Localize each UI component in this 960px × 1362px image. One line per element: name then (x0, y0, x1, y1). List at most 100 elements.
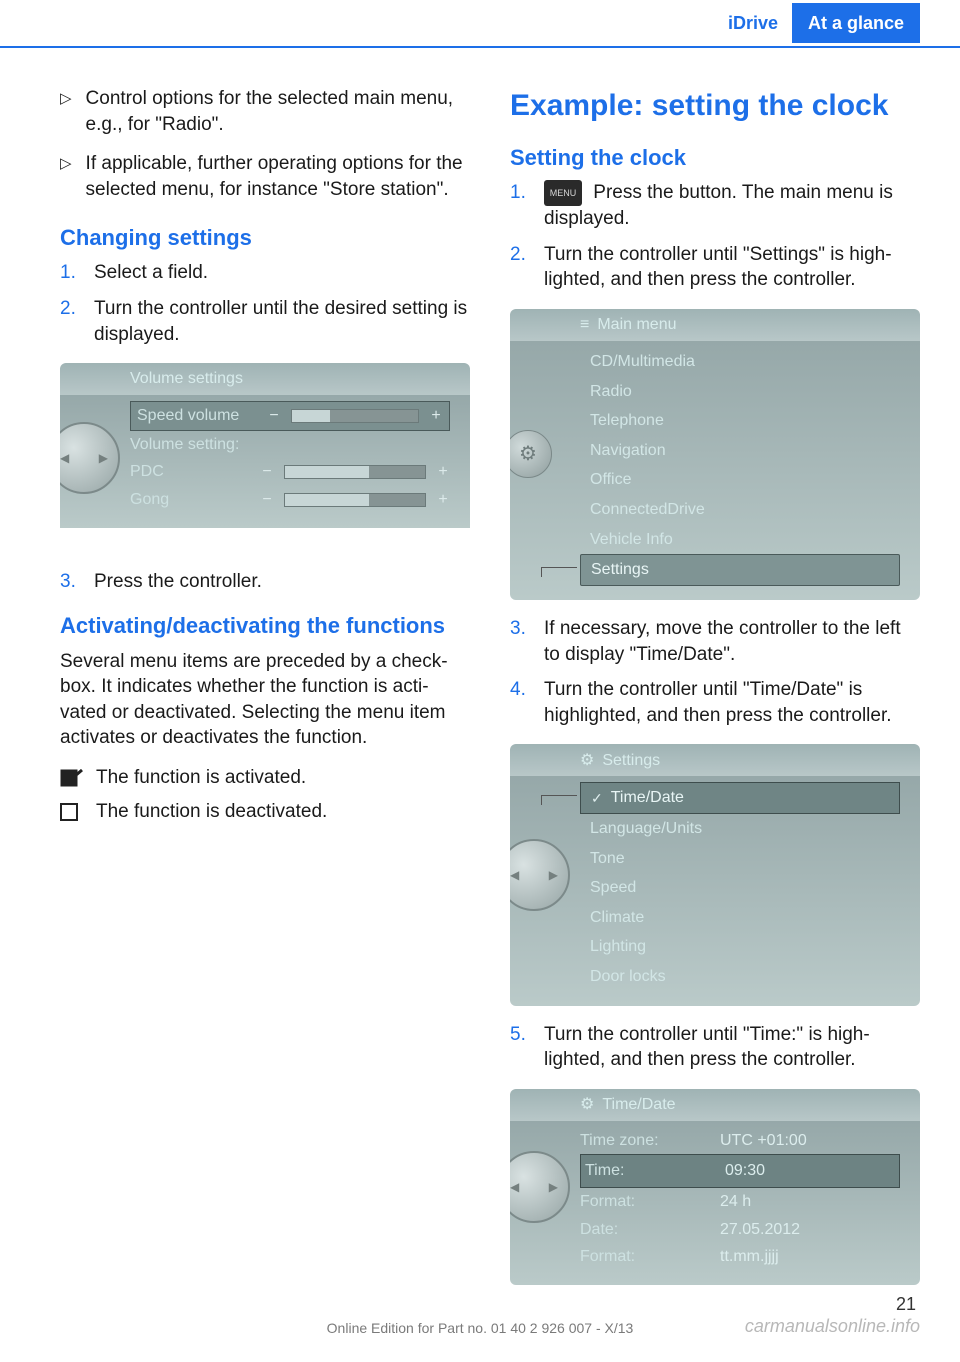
kv-key: Time: (581, 1158, 721, 1184)
screen-body: Speed volume − + Volume setting: PDC − +… (60, 395, 470, 527)
step-number: 4. (510, 677, 530, 728)
header-section: iDrive (728, 11, 778, 35)
menu-item-highlighted: ✓Time/Date (580, 782, 900, 814)
step-text: Turn the controller until "Time:" is hig… (544, 1022, 920, 1073)
minus-icon: − (267, 405, 281, 427)
menu-item: Door locks (580, 962, 900, 992)
main-menu-list: CD/Multimedia Radio Telephone Navigation… (580, 347, 900, 586)
step-item: 2.Turn the controller until "Settings" i… (510, 242, 920, 293)
screen-body: ✓Time/Date Language/Units Tone Speed Cli… (510, 776, 920, 1005)
step-text: Select a field. (94, 260, 208, 286)
slider-bar (284, 493, 426, 507)
menu-item: Language/Units (580, 814, 900, 844)
step-number: 2. (510, 242, 530, 293)
menu-item: CD/Multimedia (580, 347, 900, 377)
menu-item-text: Time/Date (611, 787, 684, 809)
plus-icon: + (429, 405, 443, 427)
menu-item: Climate (580, 903, 900, 933)
step-number: 3. (60, 569, 80, 595)
menu-icon: ≡ (580, 314, 589, 336)
screen-body: Time zone:UTC +01:00 Time:09:30 Format:2… (510, 1121, 920, 1285)
bullet-item: Control options for the selected main me… (60, 86, 470, 137)
step-number: 3. (510, 616, 530, 667)
kv-value: UTC +01:00 (720, 1130, 900, 1152)
step-item: 2. Turn the controller until the desired … (60, 296, 470, 347)
gear-small-icon: ⚙ (580, 750, 594, 772)
kv-value: tt.mm.jjjj (720, 1246, 900, 1268)
intro-bullets: Control options for the selected main me… (60, 86, 470, 203)
step1-suffix: Press the button. The main menu is displ… (544, 182, 893, 229)
kv-value: 27.05.2012 (720, 1219, 900, 1241)
page-header: iDrive At a glance (0, 0, 960, 48)
slider-label: PDC (130, 461, 250, 483)
settings-list: ✓Time/Date Language/Units Tone Speed Cli… (580, 782, 900, 991)
screen-title-text: Main menu (597, 314, 676, 336)
activated-row: The function is activated. (60, 765, 470, 791)
step-number: 1. (60, 260, 80, 286)
step-text: Turn the controller until the desired se… (94, 296, 470, 347)
checkbox-empty-icon (60, 803, 84, 821)
activating-paragraph: Several menu items are preceded by a che… (60, 649, 470, 752)
screen-title-text: Settings (602, 750, 660, 772)
gear-small-icon: ⚙ (580, 1094, 594, 1116)
step-text: MENU Press the button. The main menu is … (544, 180, 920, 232)
menu-item-highlighted: Settings (580, 554, 900, 586)
callout-line-icon (541, 795, 577, 805)
screen-title: ⚙ Time/Date (510, 1089, 920, 1121)
menu-item: Tone (580, 844, 900, 874)
menu-item: Speed (580, 873, 900, 903)
bullet-text: If applicable, further operating options… (86, 151, 470, 202)
step-item: 1. Select a field. (60, 260, 470, 286)
idrive-volume-settings: Volume settings Speed volume − + Volume … (60, 363, 470, 553)
minus-icon: − (260, 461, 274, 483)
step-item: 3. Press the controller. (60, 569, 470, 595)
step-number: 5. (510, 1022, 530, 1073)
screen-title: Volume settings (60, 363, 470, 395)
kv-key: Time zone: (580, 1130, 720, 1152)
screen-title: ≡ Main menu (510, 309, 920, 341)
kv-row: Date:27.05.2012 (580, 1216, 900, 1244)
heading-setting-clock: Setting the clock (510, 143, 920, 173)
setting-label-row: Volume setting: (130, 431, 450, 459)
changing-step3: 3. Press the controller. (60, 569, 470, 595)
right-column: Example: setting the clock Setting the c… (510, 86, 920, 1301)
slider-row: PDC − + (130, 458, 450, 486)
slider-label: Volume setting: (130, 434, 250, 456)
plus-icon: + (436, 489, 450, 511)
step-text: Turn the controller until "Time/Date" is… (544, 677, 920, 728)
kv-row: Format:tt.mm.jjjj (580, 1243, 900, 1271)
idrive-settings-menu: ⚙ Settings ✓Time/Date Language/Units Ton… (510, 744, 920, 1005)
kv-value: 24 h (720, 1191, 900, 1213)
step-item: 4. Turn the controller until "Time/Date" … (510, 677, 920, 728)
menu-item: Office (580, 465, 900, 495)
heading-activating: Activating/deactivating the functions (60, 611, 470, 641)
kv-row-highlighted: Time:09:30 (580, 1154, 900, 1188)
slider-row: Speed volume − + (130, 401, 450, 431)
slider-row: Gong − + (130, 486, 450, 514)
kv-row: Time zone:UTC +01:00 (580, 1127, 900, 1155)
menu-item: Lighting (580, 932, 900, 962)
bullet-text: Control options for the selected main me… (86, 86, 470, 137)
header-chapter: At a glance (792, 3, 920, 43)
slider-label: Speed volume (137, 405, 257, 427)
step-item: 5. Turn the controller until "Time:" is h… (510, 1022, 920, 1073)
menu-button-icon: MENU (544, 180, 582, 206)
slider-bar (284, 465, 426, 479)
menu-item: Navigation (580, 436, 900, 466)
step-item: 1. MENU Press the button. The main menu … (510, 180, 920, 232)
heading-changing-settings: Changing settings (60, 223, 470, 253)
kv-key: Format: (580, 1246, 720, 1268)
left-column: Control options for the selected main me… (60, 86, 470, 1301)
step-text: If necessary, move the controller to the… (544, 616, 920, 667)
screen-title-text: Time/Date (602, 1094, 675, 1116)
kv-value: 09:30 (721, 1158, 899, 1184)
step-number: 1. (510, 180, 530, 232)
callout-line-icon (541, 567, 577, 577)
slider-label: Gong (130, 489, 250, 511)
step-text: Press the controller. (94, 569, 262, 595)
step-number: 2. (60, 296, 80, 347)
menu-item-text: Settings (591, 561, 649, 578)
plus-icon: + (436, 461, 450, 483)
kv-key: Date: (580, 1219, 720, 1241)
menu-item: Telephone (580, 406, 900, 436)
